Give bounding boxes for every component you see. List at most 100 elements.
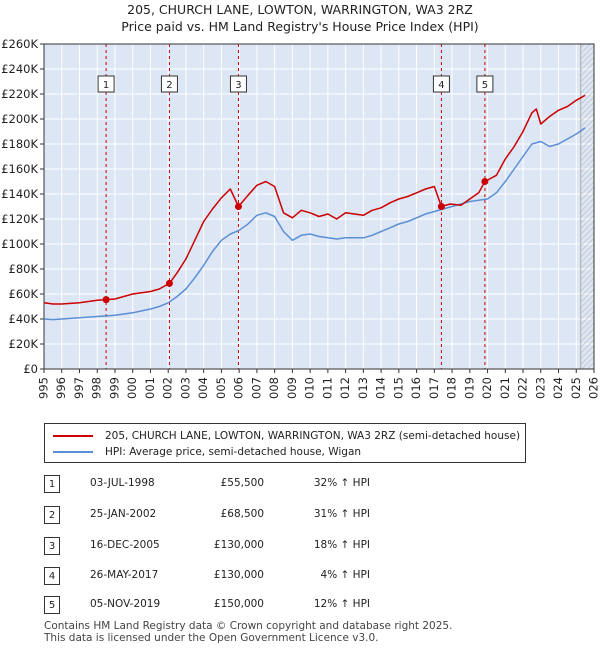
x-tick-label: 2016 bbox=[409, 377, 423, 400]
sale-point bbox=[234, 203, 242, 210]
transaction-date: 26-MAY-2017 bbox=[90, 569, 159, 581]
y-tick-label: £0 bbox=[23, 362, 38, 376]
transaction-marker: 5 bbox=[44, 596, 60, 614]
plot-background bbox=[44, 44, 594, 369]
sale-number-box bbox=[229, 75, 247, 93]
x-tick-label: 2007 bbox=[249, 377, 263, 400]
transaction-hpi: 4% ↑ HPI bbox=[320, 569, 370, 581]
forecast-area bbox=[580, 44, 594, 369]
transaction-hpi: 31% ↑ HPI bbox=[313, 508, 370, 520]
transaction-marker: 4 bbox=[44, 567, 60, 585]
y-tick-label: £200K bbox=[1, 112, 38, 126]
transaction-row: 1 03-JUL-1998 £55,500 32% ↑ HPI bbox=[44, 475, 564, 495]
sale-number-label: 4 bbox=[438, 80, 444, 91]
transaction-row: 2 25-JAN-2002 £68,500 31% ↑ HPI bbox=[44, 506, 564, 526]
transaction-marker: 3 bbox=[44, 537, 60, 555]
legend-item-hpi: HPI: Average price, semi-detached house,… bbox=[53, 444, 361, 459]
x-tick-label: 2010 bbox=[303, 377, 317, 400]
transaction-price: £130,000 bbox=[213, 539, 264, 551]
transaction-date: 16-DEC-2005 bbox=[90, 539, 160, 551]
x-tick-label: 1995 bbox=[37, 377, 51, 400]
sale-number-label: 5 bbox=[482, 80, 488, 91]
transaction-date: 25-JAN-2002 bbox=[90, 508, 157, 520]
x-tick-label: 2022 bbox=[516, 377, 530, 400]
x-tick-label: 1996 bbox=[54, 377, 68, 400]
licence-text: This data is licensed under the Open Gov… bbox=[44, 632, 379, 644]
x-tick-label: 2002 bbox=[161, 377, 175, 400]
x-tick-label: 1999 bbox=[107, 377, 121, 400]
legend-swatch-hpi bbox=[53, 450, 93, 453]
y-tick-label: £80K bbox=[9, 262, 39, 276]
x-tick-label: 2020 bbox=[480, 377, 494, 400]
sale-number-box bbox=[97, 75, 115, 93]
x-tick-label: 2006 bbox=[232, 377, 246, 400]
footer: Contains HM Land Registry data © Crown c… bbox=[44, 620, 452, 644]
copyright-text: Contains HM Land Registry data © Crown c… bbox=[44, 620, 453, 632]
transaction-hpi: 12% ↑ HPI bbox=[313, 598, 370, 610]
x-tick-label: 2026 bbox=[587, 377, 600, 400]
sale-point bbox=[481, 178, 489, 185]
chart-subtitle: Price paid vs. HM Land Registry's House … bbox=[121, 19, 479, 34]
sale-number-label: 3 bbox=[235, 80, 241, 91]
legend-swatch-property bbox=[53, 434, 93, 437]
y-tick-label: £240K bbox=[1, 62, 38, 76]
transaction-price: £130,000 bbox=[213, 569, 264, 581]
transaction-row: 3 16-DEC-2005 £130,000 18% ↑ HPI bbox=[44, 537, 564, 557]
x-tick-label: 2008 bbox=[267, 377, 281, 400]
x-tick-label: 1997 bbox=[72, 377, 86, 400]
y-tick-label: £20K bbox=[9, 337, 39, 351]
transaction-hpi: 18% ↑ HPI bbox=[313, 539, 370, 551]
legend-label-hpi: HPI: Average price, semi-detached house,… bbox=[105, 445, 362, 458]
y-tick-label: £120K bbox=[1, 212, 38, 226]
plot-frame bbox=[43, 43, 595, 370]
sale-number-box bbox=[432, 75, 450, 93]
x-tick-label: 2021 bbox=[498, 377, 512, 400]
transaction-date: 05-NOV-2019 bbox=[90, 598, 161, 610]
transaction-row: 5 05-NOV-2019 £150,000 12% ↑ HPI bbox=[44, 596, 564, 616]
transaction-price: £55,500 bbox=[220, 477, 264, 489]
transaction-row: 4 26-MAY-2017 £130,000 4% ↑ HPI bbox=[44, 567, 564, 587]
sale-point bbox=[102, 296, 110, 304]
y-tick-label: £60K bbox=[9, 287, 39, 301]
transaction-price: £150,000 bbox=[213, 598, 264, 610]
chart-title: 205, CHURCH LANE, LOWTON, WARRINGTON, WA… bbox=[127, 2, 473, 17]
x-tick-label: 2018 bbox=[445, 377, 459, 400]
y-tick-label: £40K bbox=[9, 312, 39, 326]
x-tick-label: 2005 bbox=[214, 377, 228, 400]
x-tick-label: 2000 bbox=[125, 377, 139, 400]
x-tick-label: 2004 bbox=[196, 377, 210, 400]
x-tick-label: 2011 bbox=[320, 377, 334, 400]
x-tick-label: 2012 bbox=[338, 377, 352, 400]
x-tick-label: 1998 bbox=[90, 377, 104, 400]
price-chart: £0 £20K £40K £60K £80K £100K £120K £140K £160K £1… bbox=[1, 37, 600, 400]
transaction-date: 03-JUL-1998 bbox=[90, 477, 155, 489]
x-tick-label: 2001 bbox=[143, 377, 157, 400]
x-tick-label: 2024 bbox=[551, 377, 565, 400]
x-tick-label: 2015 bbox=[391, 377, 405, 400]
x-tick-label: 2023 bbox=[533, 377, 547, 400]
x-tick-label: 2014 bbox=[374, 377, 388, 400]
y-tick-label: £220K bbox=[1, 87, 38, 101]
property-price-line bbox=[43, 94, 586, 305]
x-tick-label: 2013 bbox=[356, 377, 370, 400]
sale-point bbox=[437, 203, 445, 210]
y-tick-label: £160K bbox=[1, 162, 38, 176]
transaction-price: £68,500 bbox=[220, 508, 264, 520]
legend: 205, CHURCH LANE, LOWTON, WARRINGTON, WA… bbox=[44, 423, 526, 463]
x-tick-label: 2019 bbox=[462, 377, 476, 400]
x-tick-label: 2009 bbox=[285, 377, 299, 400]
y-tick-label: £100K bbox=[1, 237, 38, 251]
y-tick-label: £180K bbox=[1, 137, 38, 151]
legend-label-property: 205, CHURCH LANE, LOWTON, WARRINGTON, WA… bbox=[105, 429, 521, 442]
legend-item-property: 205, CHURCH LANE, LOWTON, WARRINGTON, WA… bbox=[53, 428, 520, 443]
x-tick-label: 2003 bbox=[178, 377, 192, 400]
sale-number-label: 1 bbox=[103, 80, 109, 91]
sale-number-box bbox=[476, 75, 494, 93]
transaction-hpi: 32% ↑ HPI bbox=[313, 477, 370, 489]
sale-number-label: 2 bbox=[166, 80, 172, 91]
x-tick-label: 2025 bbox=[569, 377, 583, 400]
y-tick-label: £260K bbox=[1, 37, 38, 51]
y-tick-label: £140K bbox=[1, 187, 38, 201]
hpi-line bbox=[43, 127, 586, 321]
sale-point bbox=[165, 279, 173, 287]
